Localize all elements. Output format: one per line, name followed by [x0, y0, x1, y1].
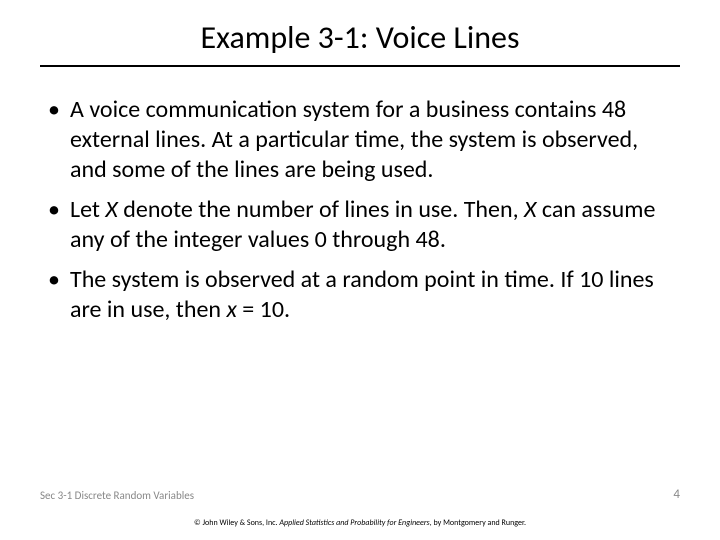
bullet-2: Let X denote the number of lines in use.…: [44, 195, 676, 255]
page-number: 4: [673, 487, 680, 502]
bullet-3-b: = 10.: [237, 295, 290, 324]
bullet-3: The system is observed at a random point…: [44, 265, 676, 325]
bullet-1: A voice communication system for a busin…: [44, 95, 676, 185]
bullet-2-a: Let: [70, 195, 105, 224]
bullet-2-var2: X: [524, 195, 536, 224]
slide-title: Example 3-1: Voice Lines: [40, 18, 680, 67]
bullet-2-var1: X: [105, 195, 117, 224]
copyright-pre: © John Wiley & Sons, Inc.: [194, 518, 279, 528]
bullet-1-text: A voice communication system for a busin…: [70, 95, 638, 184]
bullet-3-var: x: [226, 295, 236, 324]
footer-section: Sec 3-1 Discrete Random Variables: [40, 489, 194, 502]
copyright-post: , by Montgomery and Runger.: [430, 518, 526, 528]
bullet-3-a: The system is observed at a random point…: [70, 265, 654, 324]
copyright-line: © John Wiley & Sons, Inc. Applied Statis…: [0, 518, 720, 528]
copyright-book: Applied Statistics and Probability for E…: [279, 518, 429, 528]
slide-body: A voice communication system for a busin…: [40, 95, 680, 540]
bullet-2-b: denote the number of lines in use. Then,: [118, 195, 524, 224]
